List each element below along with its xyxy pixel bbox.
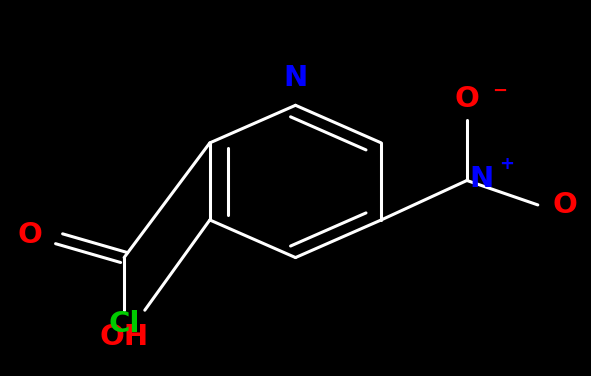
Text: N: N — [283, 64, 308, 92]
Text: OH: OH — [99, 323, 149, 351]
Text: N: N — [470, 165, 494, 193]
Text: Cl: Cl — [108, 310, 140, 338]
Text: O: O — [18, 221, 43, 249]
Text: O: O — [553, 191, 577, 219]
Text: −: − — [492, 82, 507, 100]
Text: +: + — [499, 155, 514, 173]
Text: O: O — [454, 85, 479, 113]
